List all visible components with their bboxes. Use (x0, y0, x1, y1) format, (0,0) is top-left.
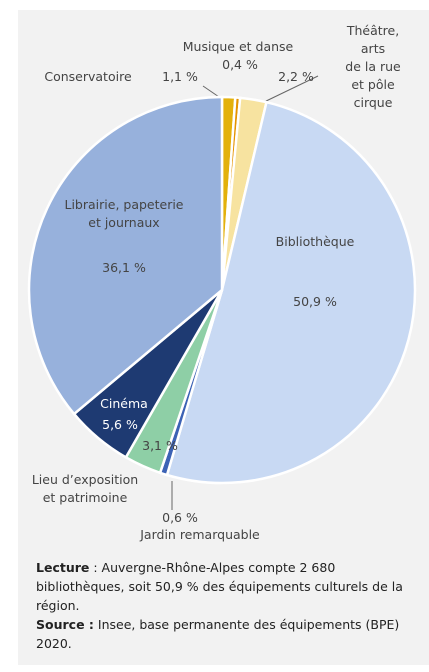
category-label: Musique et danse (182, 39, 294, 54)
category-label: Cinéma (100, 396, 148, 411)
source: Source : Insee, base permanente des équi… (36, 615, 421, 653)
value-label: 36,1 % (102, 260, 146, 275)
category-label: Jardin remarquable (140, 527, 260, 542)
category-label: Conservatoire (44, 69, 132, 84)
value-label: 5,6 % (102, 417, 138, 432)
value-label: 3,1 % (142, 438, 178, 453)
value-label: 0,4 % (222, 57, 258, 72)
lecture: Lecture : Auvergne-Rhône-Alpes compte 2 … (36, 558, 421, 615)
lecture-label: Lecture (36, 560, 90, 575)
pie-slice (165, 100, 417, 485)
value-label: 50,9 % (293, 294, 337, 309)
category-label: Théâtre, arts de la rue et pôle cirque (345, 23, 401, 110)
category-label: Lieu d’exposition et patrimoine (31, 472, 139, 505)
value-label: 2,2 % (278, 69, 314, 84)
value-label: 0,6 % (162, 510, 198, 525)
lecture-text: : Auvergne-Rhône-Alpes compte 2 680 bibl… (36, 560, 403, 613)
value-label: 1,1 % (162, 69, 198, 84)
category-label: Bibliothèque (275, 234, 355, 249)
notes: Lecture : Auvergne-Rhône-Alpes compte 2 … (36, 558, 421, 653)
source-text: Insee, base permanente des équipements (… (36, 617, 400, 651)
category-label: Librairie, papeterie et journaux (64, 197, 184, 230)
pie-slice (27, 95, 224, 416)
leader-line (261, 75, 319, 104)
source-label: Source : (36, 617, 94, 632)
